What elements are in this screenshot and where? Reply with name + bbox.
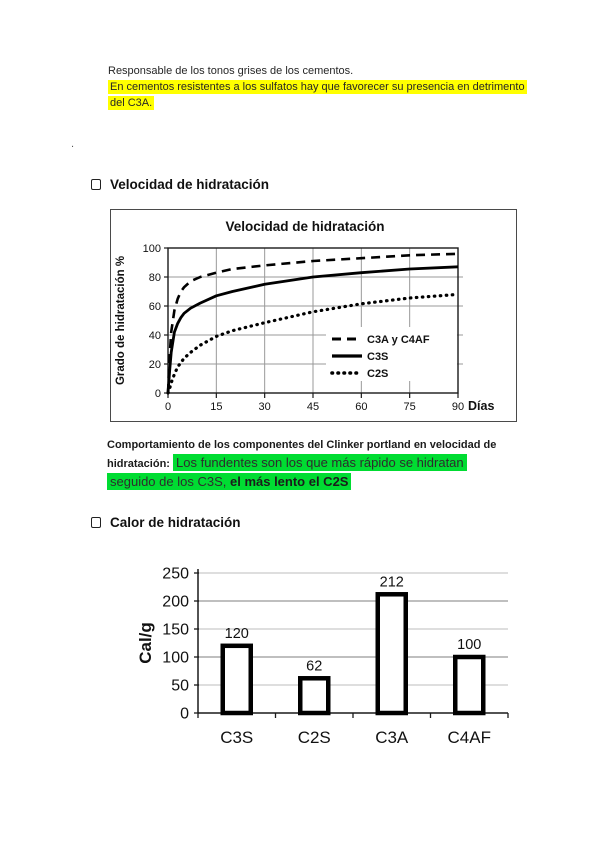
legend-label: C2S (367, 368, 388, 380)
caption-green-regular: seguido de los C3S, (110, 474, 227, 489)
intro-paragraph: Responsable de los tonos grises de los c… (108, 63, 527, 111)
bar-c3a (375, 592, 408, 716)
bar-category-label: C3S (220, 728, 253, 747)
x-tick-label: 75 (404, 401, 416, 413)
legend-label: C3S (367, 351, 388, 363)
square-bullet-icon (91, 178, 101, 190)
intro-highlight-line-2: del C3A. (108, 95, 527, 111)
y-tick-label: 150 (162, 622, 189, 639)
y-tick-label: 60 (149, 301, 161, 313)
stray-dot: . (71, 138, 75, 150)
section-heading-label: Velocidad de hidratación (110, 177, 270, 192)
legend-box (326, 327, 457, 381)
y-tick-label: 80 (149, 272, 161, 284)
caption-label: hidratación: (107, 458, 170, 470)
bar-category-label: C3A (375, 728, 409, 747)
caption-line-3: seguido de los C3S, el más lento el C2S (107, 473, 537, 492)
bar-c3s (220, 643, 253, 716)
x-tick-label: 60 (355, 401, 367, 413)
intro-line: Responsable de los tonos grises de los c… (108, 65, 354, 77)
hydration-heat-chart: 0 50 100 150 200 250 120 C3S 62 C2S 212 C3A 100 C4AF C… (136, 566, 509, 747)
caption-line-2: hidratación: Los fundentes son los que m… (107, 454, 537, 473)
hydration-heat-chart-frame: 0 50 100 150 200 250 120 C3S 62 C2S 212 C3A 100 C4AF C… (135, 555, 515, 765)
y-tick-label: 40 (149, 330, 161, 342)
hydration-speed-chart: 0 20 40 60 80 100 0 15 30 45 60 75 90 Velocidad de hi… (110, 209, 517, 422)
series-c2s (166, 292, 460, 395)
section-heading-velocidad: Velocidad de hidratación (91, 177, 269, 192)
hydration-speed-chart-frame: 0 20 40 60 80 100 0 15 30 45 60 75 90 Velocidad de hi… (110, 209, 517, 427)
y-tick-label: 50 (171, 678, 189, 695)
bar-c2s (298, 676, 331, 716)
bar-category-label: C2S (298, 728, 331, 747)
green-highlight: seguido de los C3S, el más lento el C2S (107, 473, 352, 490)
y-tick-label: 0 (155, 388, 161, 400)
bar-value-label: 100 (457, 637, 481, 653)
caption-green-bold: el más lento el C2S (229, 474, 349, 489)
caption-line-1: Comportamiento de los componentes del Cl… (107, 439, 497, 451)
y-tick-label: 100 (162, 650, 189, 667)
yellow-highlight: En cementos resistentes a los sulfatos h… (108, 80, 527, 94)
section-heading-calor: Calor de hidratación (91, 515, 241, 530)
y-tick-label: 100 (143, 243, 161, 255)
square-bullet-icon (91, 516, 101, 528)
y-axis-label: Cal/g (136, 622, 155, 664)
bar-c4af (453, 654, 486, 716)
intro-highlight-line-1: En cementos resistentes a los sulfatos h… (108, 79, 527, 95)
x-tick-label: 30 (259, 401, 271, 413)
x-tick-label: 90 (452, 401, 464, 413)
series-c3a-y-c4af (166, 252, 459, 394)
x-tick-label: 45 (307, 401, 319, 413)
yellow-highlight: del C3A. (108, 96, 155, 110)
bar-value-label: 62 (306, 658, 322, 674)
series-c3s (166, 265, 459, 394)
y-axis-label: Grado de hidratación % (115, 256, 127, 385)
bar-category-label: C4AF (448, 728, 491, 747)
section-heading-label: Calor de hidratación (110, 515, 241, 530)
x-tick-label: 0 (165, 401, 171, 413)
x-axis-label: Días (468, 399, 494, 413)
y-tick-label: 20 (149, 359, 161, 371)
chart-caption: Comportamiento de los componentes del Cl… (107, 437, 537, 492)
chart-title: Velocidad de hidratación (225, 219, 384, 234)
y-tick-label: 200 (162, 594, 189, 611)
y-tick-label: 0 (180, 706, 189, 723)
y-tick-label: 250 (162, 566, 189, 583)
bar-value-label: 212 (380, 574, 404, 590)
bar-value-label: 120 (225, 626, 249, 642)
green-highlight: Los fundentes son los que más rápido se … (173, 454, 467, 471)
legend-label: C3A y C4AF (367, 334, 430, 346)
x-tick-label: 15 (210, 401, 222, 413)
